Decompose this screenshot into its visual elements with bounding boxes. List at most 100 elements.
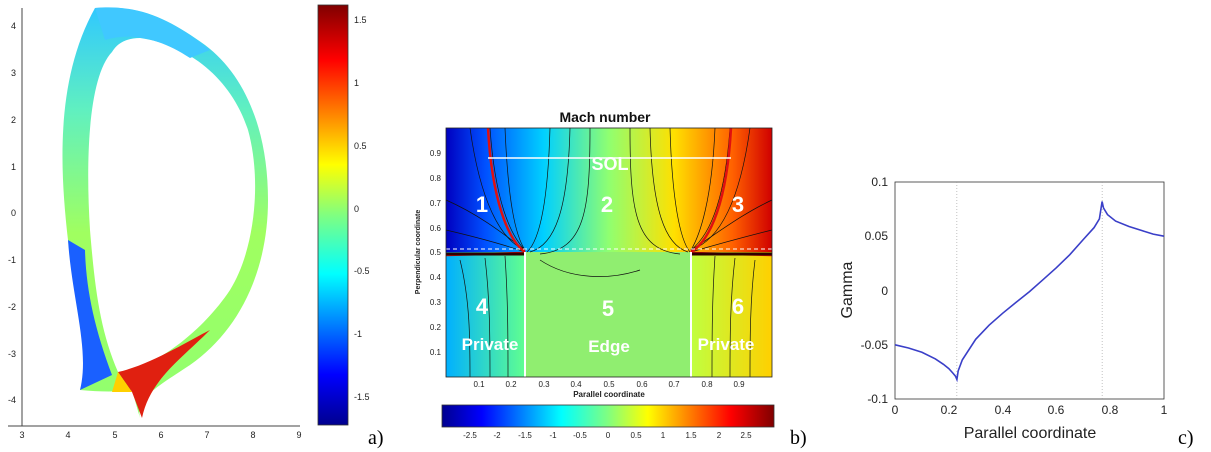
panel-c-x-tick: 0.6: [1048, 403, 1065, 417]
panel-b-colorbar: [441, 404, 775, 428]
panel-a-x-tick: 6: [158, 430, 163, 440]
panel-b: Mach number: [415, 109, 807, 449]
panel-a-cbar-tick: -1.5: [354, 392, 370, 402]
panel-b-cbar-tick: -1.5: [518, 431, 532, 440]
panel-c-y-tick: 0: [881, 284, 888, 298]
region-label-1: 1: [476, 192, 488, 217]
panel-a-cbar-tick: 1.5: [354, 15, 367, 25]
panel-b-x-tick: 0.7: [668, 380, 680, 389]
domain-boundaries: [446, 157, 772, 377]
panel-b-y-tick: 0.3: [430, 298, 442, 307]
panel-b-x-tick: 0.1: [473, 380, 485, 389]
panel-a-y-tick: 2: [11, 115, 16, 125]
panel-a-cbar-tick: 0.5: [354, 141, 367, 151]
panel-c-y-tick: 0.05: [865, 229, 889, 243]
panel-a-y-ticks: 4 3 2 1 0 -1 -2 -3 -4: [8, 21, 16, 405]
edge-region: [525, 252, 691, 377]
panel-b-cbar-tick: 1.5: [685, 431, 697, 440]
region-label-edge: Edge: [588, 337, 630, 356]
panel-b-y-tick: 0.6: [430, 224, 442, 233]
panel-b-y-tick: 0.8: [430, 174, 442, 183]
panel-c-y-tick: 0.1: [871, 175, 888, 189]
panel-c-x-tick: 0.2: [941, 403, 958, 417]
panel-a-y-tick: -3: [8, 349, 16, 359]
panel-a-x-ticks: 3 4 5 6 7 8 9: [19, 430, 301, 440]
panel-c-plot-frame: [894, 181, 1165, 400]
panel-b-y-tick: 0.1: [430, 348, 442, 357]
region-label-5: 5: [602, 296, 614, 321]
panel-a-y-tick: 0: [11, 208, 16, 218]
panel-c-x-ticks: 0 0.2 0.4 0.6 0.8 1: [892, 403, 1168, 417]
panel-c-x-tick: 1: [1161, 403, 1168, 417]
ring-orange-leg: [112, 372, 132, 392]
panel-b-cbar-tick: 2.5: [740, 431, 752, 440]
panel-b-label: b): [790, 427, 807, 449]
panel-b-y-tick: 0.2: [430, 323, 442, 332]
panel-a-y-tick: 1: [11, 162, 16, 172]
panel-c-x-tick: 0: [892, 403, 899, 417]
panel-c-y-tick: -0.05: [861, 338, 889, 352]
panel-a-cbar-tick: 0: [354, 204, 359, 214]
panel-b-cbar-tick: -0.5: [573, 431, 587, 440]
panel-a-cbar-tick: -0.5: [354, 266, 370, 276]
panel-b-cbar-tick: -2.5: [463, 431, 477, 440]
panel-b-title: Mach number: [559, 109, 651, 125]
panel-b-plot-frame: [445, 127, 773, 378]
ring-red-leg: [118, 330, 210, 418]
region-label-6: 6: [732, 294, 744, 319]
panel-c-y-ticks: 0.1 0.05 0 -0.05 -0.1: [861, 175, 889, 406]
panel-a-x-tick: 7: [204, 430, 209, 440]
private-left-region: [446, 252, 525, 377]
region-label-private-right: Private: [698, 335, 755, 354]
ring-blue-leg: [68, 240, 112, 390]
region-labels: SOL 1 2 3 4 5 6 Private Edge Private: [462, 154, 755, 356]
panel-c-ylabel: Gamma: [839, 261, 856, 318]
panel-a-y-tick: 4: [11, 21, 16, 31]
panel-a-x-tick: 5: [112, 430, 117, 440]
panel-b-y-tick: 0.4: [430, 273, 442, 282]
panel-b-x-tick: 0.4: [570, 380, 582, 389]
panel-c-x-tick: 0.4: [995, 403, 1012, 417]
panel-b-x-tick: 0.2: [505, 380, 517, 389]
panel-a-x-tick: 3: [19, 430, 24, 440]
panel-b-cbar-tick: -1: [549, 431, 557, 440]
region-label-4: 4: [476, 294, 489, 319]
panel-b-cbar-tick: -2: [493, 431, 501, 440]
panel-a-y-tick: 3: [11, 68, 16, 78]
plasma-ring: [62, 7, 268, 419]
panel-b-cbar-tick: 0.5: [630, 431, 642, 440]
panel-a-y-tick: -1: [8, 255, 16, 265]
panel-b-y-tick: 0.5: [430, 248, 442, 257]
panel-b-x-tick: 0.8: [701, 380, 713, 389]
panel-c-x-tick: 0.8: [1102, 403, 1119, 417]
panel-c: 0.1 0.05 0 -0.05 -0.1 0 0.2 0.4 0.6 0.8 …: [839, 175, 1194, 449]
region-label-2: 2: [601, 192, 613, 217]
panel-b-y-tick: 0.9: [430, 149, 442, 158]
panel-a-label: a): [368, 427, 384, 449]
panel-b-x-tick: 0.3: [538, 380, 550, 389]
panel-b-cbar-tick: 1: [661, 431, 666, 440]
private-right-region: [691, 252, 772, 377]
panel-c-y-tick: -0.1: [867, 392, 888, 406]
panel-c-label: c): [1178, 427, 1194, 449]
region-label-3: 3: [732, 192, 744, 217]
ring-top-band: [95, 7, 210, 59]
panel-b-cbar-tick: 0: [606, 431, 611, 440]
panel-b-y-ticks: 0.9 0.8 0.7 0.6 0.5 0.4 0.3 0.2 0.1: [430, 149, 442, 357]
panel-b-ylabel: Perpendicular coordinate: [415, 210, 422, 295]
gamma-series-line: [894, 201, 1165, 383]
panel-b-cbar-tick: 2: [717, 431, 722, 440]
panel-a-colorbar: [317, 4, 349, 426]
panel-a-x-tick: 8: [250, 430, 255, 440]
panel-b-xlabel: Parallel coordinate: [573, 390, 645, 399]
region-label-sol: SOL: [591, 154, 628, 174]
panel-a: 3 4 5 6 7 8 9 4 3 2 1 0 -1 -2 -3 -4 1.5 …: [8, 4, 384, 449]
panel-c-vlines: [956, 182, 1103, 399]
panel-a-y-tick: -2: [8, 302, 16, 312]
panel-a-y-tick: -4: [8, 395, 16, 405]
panel-b-x-tick: 0.5: [603, 380, 615, 389]
panel-b-y-tick: 0.7: [430, 199, 442, 208]
panel-b-colorbar-ticks: -2.5 -2 -1.5 -1 -0.5 0 0.5 1 1.5 2 2.5: [463, 431, 752, 440]
panel-a-x-tick: 9: [296, 430, 301, 440]
